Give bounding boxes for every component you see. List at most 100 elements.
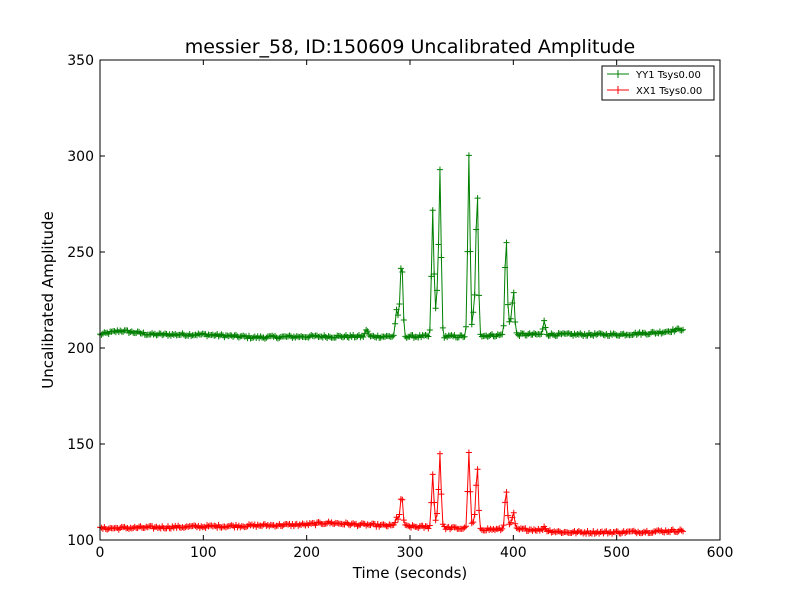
data-point [209,331,216,338]
data-point [438,254,445,261]
data-point [308,520,315,527]
data-point [512,520,519,527]
data-point [425,333,432,340]
data-point [500,522,507,529]
data-point [463,323,470,330]
data-point [311,333,318,340]
data-point [590,332,597,339]
legend-label: XX1 Tsys0.00 [636,86,702,97]
data-point [298,333,305,340]
data-point [510,289,517,296]
y-tick-label: 350 [67,53,94,69]
data-point [502,499,509,506]
data-point [360,333,367,340]
data-point [300,521,307,528]
data-point [172,330,179,337]
data-point [439,324,446,331]
data-point [153,523,160,530]
data-point [635,528,642,535]
y-axis-label: Uncalibrated Amplitude [39,211,57,388]
data-point [366,331,373,338]
data-point [156,524,163,531]
data-point [678,527,685,534]
data-point [525,331,532,338]
series-line [99,155,684,340]
data-point [578,331,585,338]
data-point [117,524,124,531]
data-point [250,334,257,341]
data-point [435,241,442,248]
data-point [517,330,524,337]
data-point [390,332,397,339]
data-point [606,333,613,340]
data-point [504,512,511,519]
data-point [473,226,480,233]
data-point [185,523,192,530]
x-tick-label: 200 [293,545,320,561]
data-point [334,520,341,527]
data-point [452,524,459,531]
data-point [431,499,438,506]
data-point [389,333,396,340]
data-point [507,519,514,526]
data-point [270,333,277,340]
series-markers [97,449,687,537]
legend-box [601,65,715,101]
data-point [506,318,513,325]
data-point [636,329,643,336]
data-point [410,523,417,530]
data-point [266,523,273,530]
data-point [364,328,371,335]
series-layer [97,152,687,537]
data-point [180,331,187,338]
data-point [491,527,498,534]
data-point [564,529,571,536]
data-point [612,529,619,536]
data-point [460,525,467,532]
series-line [99,452,684,535]
data-point [575,527,582,534]
data-point [396,300,403,307]
data-point [257,333,264,340]
data-point [431,270,438,277]
data-point [328,519,335,526]
data-point [160,331,167,338]
data-point [364,521,371,528]
data-point [449,333,456,340]
data-point [438,491,445,498]
data-point [497,527,504,534]
data-point [263,334,270,341]
data-point [449,523,456,530]
data-point [377,334,384,341]
data-point [539,326,546,332]
data-point [397,496,404,503]
plot-frame [99,59,721,541]
data-point [674,529,681,536]
data-point [465,152,472,159]
data-point [272,523,279,530]
data-point [593,529,600,536]
data-point [436,450,443,457]
data-point [502,264,509,271]
data-point [367,522,374,529]
data-point [295,522,302,529]
data-point [327,333,334,340]
data-point [476,292,483,299]
data-point [509,514,516,521]
data-point [222,524,229,531]
data-point [305,334,312,341]
data-point [374,520,381,527]
data-point [545,528,552,535]
data-point [423,332,430,339]
data-point [231,332,238,339]
data-point [425,525,432,532]
data-point [276,334,283,341]
data-point [432,305,439,312]
data-point [243,523,250,530]
data-point [500,322,507,329]
data-point [503,239,510,246]
data-point [235,334,242,341]
legend-label: YY1 Tsys0.00 [635,70,701,81]
data-point [468,520,475,527]
